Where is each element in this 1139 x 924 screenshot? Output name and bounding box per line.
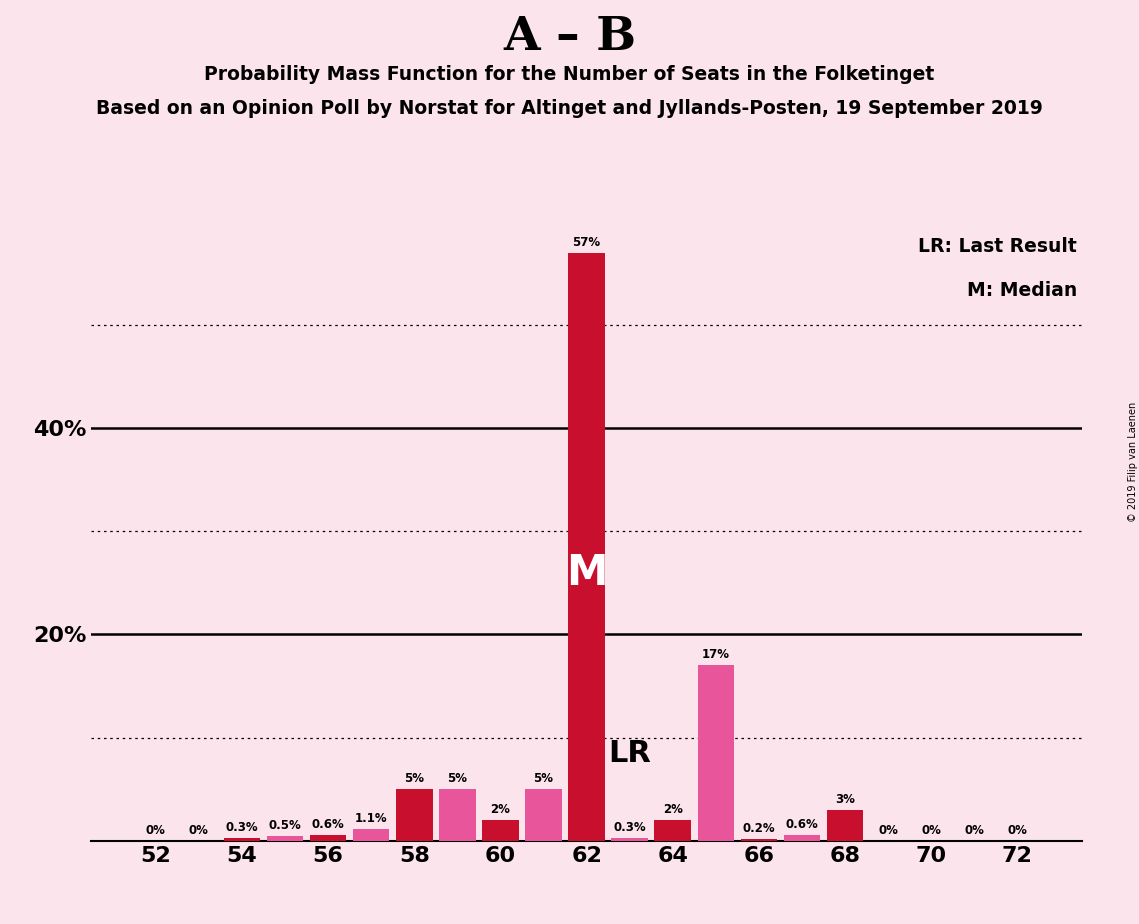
Text: Probability Mass Function for the Number of Seats in the Folketinget: Probability Mass Function for the Number… [204,65,935,84]
Text: 1.1%: 1.1% [355,812,387,825]
Text: 0.6%: 0.6% [312,818,344,831]
Bar [310,834,346,841]
Text: LR: Last Result: LR: Last Result [918,237,1077,256]
Text: 2%: 2% [491,803,510,816]
Text: 0.6%: 0.6% [786,818,819,831]
Bar [482,821,518,841]
Text: M: M [566,552,607,593]
Text: 0.2%: 0.2% [743,821,776,834]
Text: 0%: 0% [965,823,984,837]
Text: 17%: 17% [702,649,730,662]
Text: 0%: 0% [146,823,165,837]
Text: 0%: 0% [189,823,208,837]
Text: 57%: 57% [573,236,600,249]
Bar [827,809,863,841]
Bar [223,838,260,841]
Text: 0.3%: 0.3% [614,821,646,833]
Bar [784,834,820,841]
Bar [740,839,777,841]
Bar [267,835,303,841]
Text: A – B: A – B [503,14,636,60]
Text: M: Median: M: Median [967,281,1077,299]
Text: 0%: 0% [921,823,941,837]
Text: Based on an Opinion Poll by Norstat for Altinget and Jyllands-Posten, 19 Septemb: Based on an Opinion Poll by Norstat for … [96,99,1043,118]
Text: © 2019 Filip van Laenen: © 2019 Filip van Laenen [1128,402,1138,522]
Bar [439,789,476,841]
Bar [568,252,605,841]
Text: 2%: 2% [663,803,682,816]
Text: 0%: 0% [878,823,899,837]
Bar [525,789,562,841]
Bar [655,821,691,841]
Bar [396,789,433,841]
Text: 0.3%: 0.3% [226,821,259,833]
Bar [612,838,648,841]
Text: 5%: 5% [533,772,554,785]
Text: 5%: 5% [404,772,424,785]
Text: 5%: 5% [448,772,467,785]
Text: 3%: 3% [835,793,855,806]
Text: 0%: 0% [1008,823,1027,837]
Bar [697,665,735,841]
Bar [353,830,390,841]
Text: LR: LR [608,738,652,768]
Text: 0.5%: 0.5% [269,819,302,832]
